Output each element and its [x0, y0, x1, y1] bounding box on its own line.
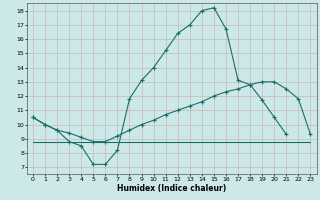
X-axis label: Humidex (Indice chaleur): Humidex (Indice chaleur) [117, 184, 226, 193]
